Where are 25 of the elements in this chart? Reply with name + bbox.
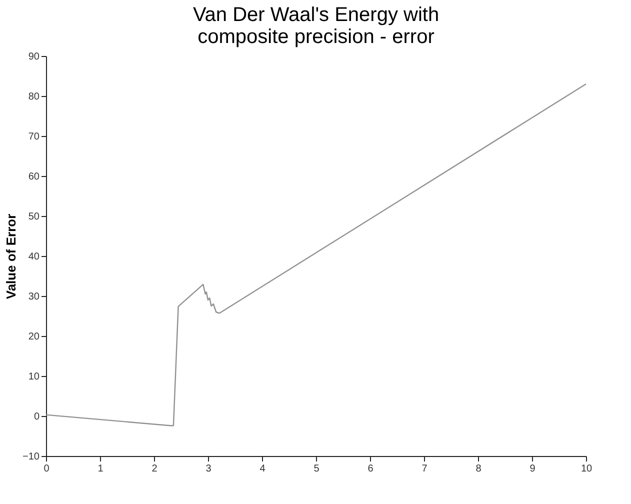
y-axis-title: Value of Error xyxy=(4,214,19,300)
x-tick-label: 6 xyxy=(368,464,374,474)
x-tick-label: 2 xyxy=(152,464,158,474)
x-tick-label: 1 xyxy=(98,464,104,474)
y-tick-label: 20 xyxy=(28,332,40,342)
y-tick-label: 0 xyxy=(34,412,40,422)
y-tick-label: 30 xyxy=(28,292,40,302)
y-tick-label: 90 xyxy=(28,52,40,62)
y-tick-label: 50 xyxy=(28,212,40,222)
y-tick-label: −10 xyxy=(22,452,40,462)
x-tick-label: 10 xyxy=(580,464,592,474)
x-tick-label: 4 xyxy=(260,464,266,474)
x-tick-label: 5 xyxy=(314,464,320,474)
line-series xyxy=(45,83,587,426)
y-tick-label: 60 xyxy=(28,172,40,182)
y-tick-label: 40 xyxy=(28,252,40,262)
x-tick-label: 0 xyxy=(44,464,50,474)
x-tick-label: 7 xyxy=(422,464,428,474)
y-tick-label: 10 xyxy=(28,372,40,382)
chart-title: Van Der Waal's Energy with composite precision - error xyxy=(192,4,440,48)
y-tick-label: 80 xyxy=(28,92,40,102)
x-tick-label: 9 xyxy=(530,464,536,474)
x-tick-label: 8 xyxy=(476,464,482,474)
x-tick-label: 3 xyxy=(206,464,212,474)
y-tick-label: 70 xyxy=(28,132,40,142)
